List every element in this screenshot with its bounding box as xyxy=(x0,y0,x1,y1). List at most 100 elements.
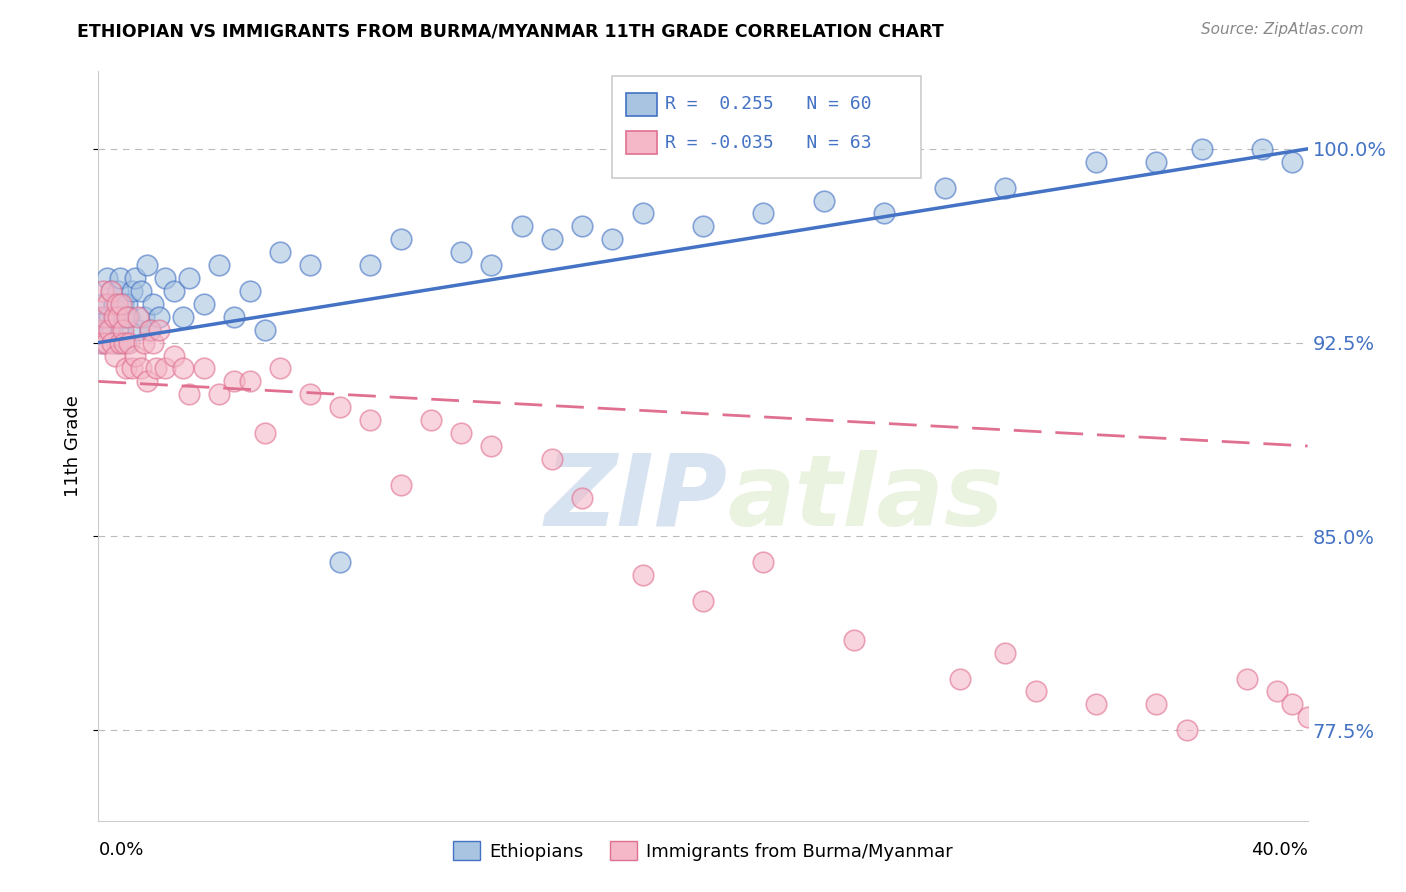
Point xyxy=(148,323,170,337)
Point xyxy=(127,310,149,324)
Point xyxy=(299,387,322,401)
Text: ETHIOPIAN VS IMMIGRANTS FROM BURMA/MYANMAR 11TH GRADE CORRELATION CHART: ETHIOPIAN VS IMMIGRANTS FROM BURMA/MYANM… xyxy=(77,22,943,40)
Point xyxy=(329,555,352,569)
Point xyxy=(949,672,972,686)
Point xyxy=(269,361,291,376)
Point xyxy=(118,310,141,324)
Point xyxy=(100,284,122,298)
Point xyxy=(110,323,132,337)
Point xyxy=(90,310,112,324)
Point xyxy=(135,258,157,272)
Point xyxy=(112,310,135,324)
Point xyxy=(481,439,503,453)
Point xyxy=(108,335,131,350)
Point xyxy=(179,271,201,285)
Point xyxy=(172,310,194,324)
Point xyxy=(142,297,165,311)
Point xyxy=(132,335,155,350)
Y-axis label: 11th Grade: 11th Grade xyxy=(65,395,83,497)
Point xyxy=(115,310,138,324)
Point xyxy=(153,361,176,376)
Point xyxy=(1085,154,1108,169)
Point xyxy=(179,387,201,401)
Point xyxy=(389,477,412,491)
Point xyxy=(124,271,146,285)
Point xyxy=(89,323,111,337)
Point xyxy=(104,349,127,363)
Point xyxy=(510,219,533,234)
Point xyxy=(153,271,176,285)
Point xyxy=(107,284,129,298)
Point xyxy=(110,297,132,311)
Point xyxy=(224,375,246,389)
Point xyxy=(360,413,382,427)
Point xyxy=(631,568,654,582)
Point xyxy=(129,361,152,376)
Point xyxy=(118,335,141,350)
Point xyxy=(269,245,291,260)
Point xyxy=(1024,684,1046,698)
Point xyxy=(93,335,115,350)
Point xyxy=(329,401,352,415)
Point xyxy=(96,297,118,311)
Point xyxy=(994,180,1017,194)
Point xyxy=(105,297,128,311)
Point xyxy=(692,594,714,608)
Point xyxy=(752,206,775,220)
Point xyxy=(571,219,593,234)
Point xyxy=(91,297,114,311)
Point xyxy=(934,180,956,194)
Point xyxy=(1146,698,1168,712)
Point xyxy=(193,297,215,311)
Point xyxy=(111,297,134,311)
Text: 0.0%: 0.0% xyxy=(98,841,143,859)
Point xyxy=(139,323,162,337)
Point xyxy=(172,361,194,376)
Point xyxy=(602,232,624,246)
Point xyxy=(1281,154,1303,169)
Point xyxy=(1191,142,1213,156)
Point xyxy=(540,232,562,246)
Point xyxy=(124,349,146,363)
Point xyxy=(107,310,129,324)
Point xyxy=(114,361,136,376)
Point xyxy=(94,323,117,337)
Legend: Ethiopians, Immigrants from Burma/Myanmar: Ethiopians, Immigrants from Burma/Myanma… xyxy=(446,834,960,868)
Point xyxy=(813,194,835,208)
Point xyxy=(94,335,117,350)
Point xyxy=(98,323,121,337)
Point xyxy=(752,555,775,569)
Point xyxy=(98,310,121,324)
Point xyxy=(208,258,231,272)
Point xyxy=(163,349,186,363)
Point xyxy=(105,335,128,350)
Point xyxy=(111,323,134,337)
Point xyxy=(239,375,262,389)
Point xyxy=(1281,698,1303,712)
Point xyxy=(93,310,115,324)
Point xyxy=(101,335,124,350)
Point xyxy=(121,284,143,298)
Point xyxy=(1267,684,1289,698)
Point xyxy=(994,646,1017,660)
Point xyxy=(692,219,714,234)
Point xyxy=(112,335,135,350)
Point xyxy=(115,297,138,311)
Point xyxy=(127,323,149,337)
Point xyxy=(239,284,262,298)
Point xyxy=(90,335,112,350)
Point xyxy=(101,323,124,337)
Point xyxy=(873,206,896,220)
Point xyxy=(208,387,231,401)
Point xyxy=(163,284,186,298)
Point xyxy=(121,361,143,376)
Point xyxy=(1236,672,1258,686)
Point xyxy=(103,310,125,324)
Point xyxy=(100,284,122,298)
Point xyxy=(104,310,127,324)
Point xyxy=(224,310,246,324)
Point xyxy=(96,271,118,285)
Text: 40.0%: 40.0% xyxy=(1251,841,1308,859)
Point xyxy=(145,361,167,376)
Text: Source: ZipAtlas.com: Source: ZipAtlas.com xyxy=(1201,22,1364,37)
